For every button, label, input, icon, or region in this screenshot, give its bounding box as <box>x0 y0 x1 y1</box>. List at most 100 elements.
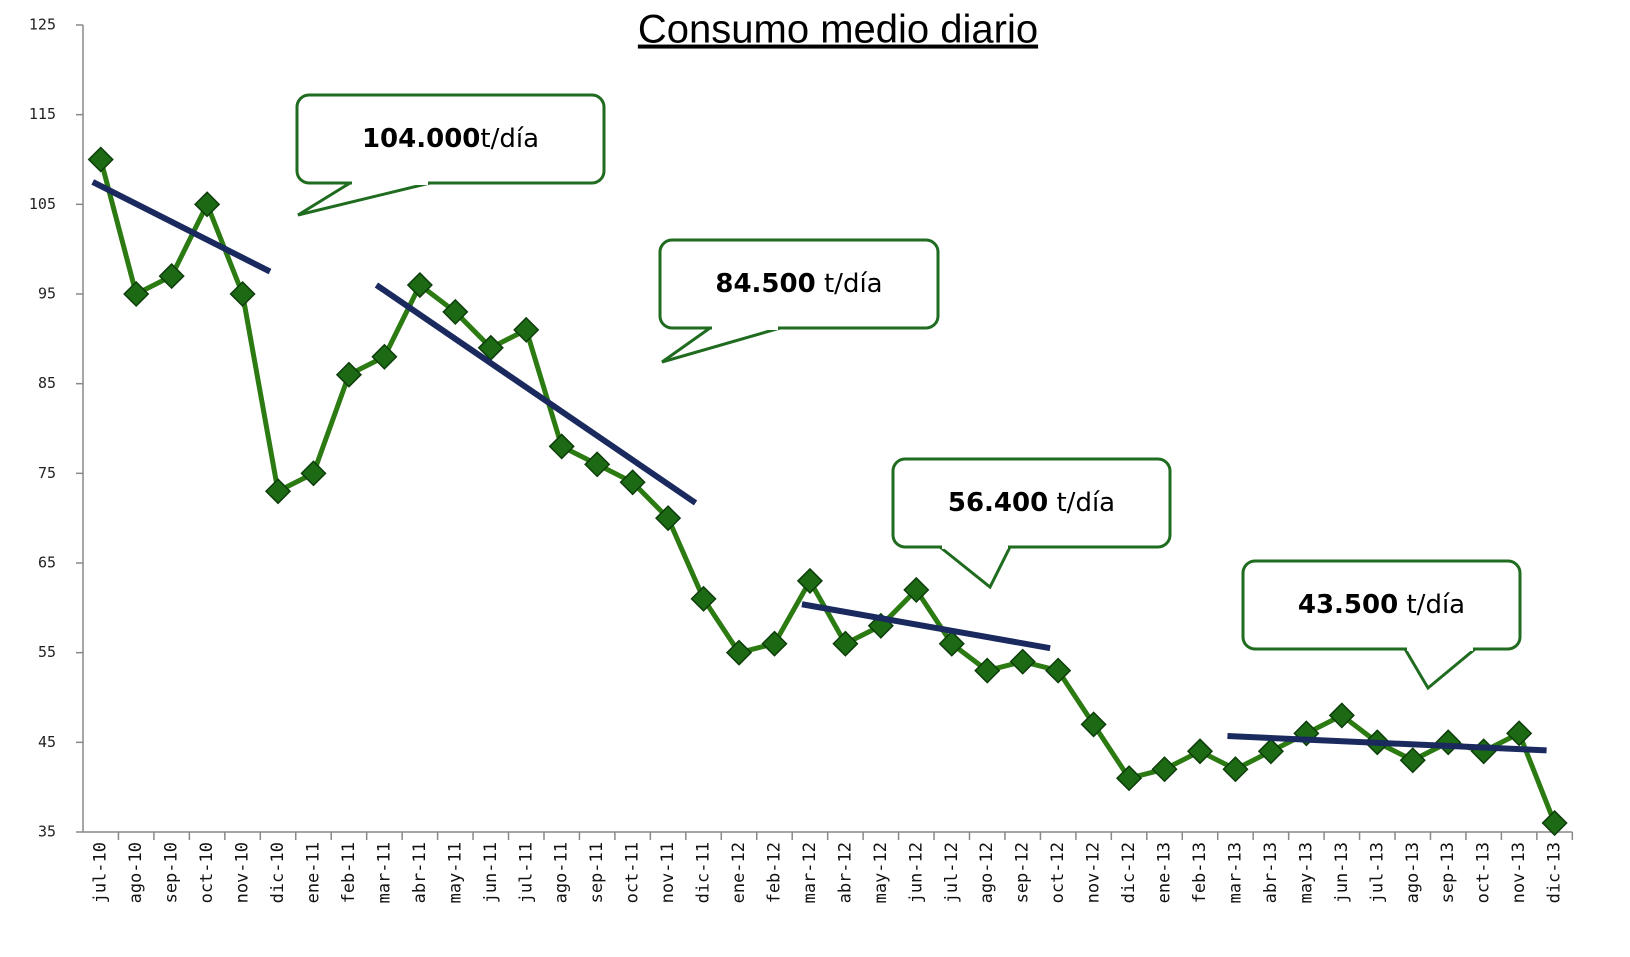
data-point <box>264 478 292 505</box>
x-tick-label: jul-12 <box>942 842 962 903</box>
x-tick-label: may-13 <box>1296 842 1316 903</box>
x-tick-label: sep-10 <box>162 842 182 903</box>
x-tick-label: sep-13 <box>1438 842 1458 903</box>
y-tick-label: 65 <box>38 554 56 572</box>
callout-unit: t/día <box>1398 590 1465 620</box>
data-point <box>1045 657 1072 684</box>
callout-value: 84.500 <box>715 269 815 299</box>
x-tick-label: mar-12 <box>800 842 820 903</box>
x-tick-label: ene-13 <box>1155 842 1175 903</box>
data-point <box>87 146 114 173</box>
data-point <box>1080 711 1107 738</box>
data-point <box>406 271 433 299</box>
data-point <box>513 316 540 343</box>
x-tick-label: jul-11 <box>516 842 536 903</box>
data-point <box>1435 729 1462 756</box>
trend-line <box>1227 733 1547 754</box>
callout-tail <box>297 181 431 217</box>
callout-text: 84.500 t/día <box>715 269 882 299</box>
data-point <box>832 630 859 657</box>
x-tick-label: sep-12 <box>1013 842 1033 903</box>
x-tick-label: may-12 <box>871 842 891 903</box>
x-tick-label: mar-13 <box>1225 842 1245 903</box>
x-tick-label: ene-12 <box>729 842 749 903</box>
callout-box <box>658 238 940 330</box>
x-tick-label: oct-10 <box>197 842 217 903</box>
x-tick-label: jul-10 <box>91 842 111 903</box>
y-tick-label: 75 <box>38 464 56 482</box>
data-point <box>796 567 823 594</box>
x-tick-label: jun-11 <box>481 842 501 903</box>
data-point <box>194 191 221 218</box>
x-tick-label: mar-11 <box>374 842 394 903</box>
data-point <box>619 469 646 496</box>
x-tick-label: nov-12 <box>1084 842 1104 903</box>
x-tick-label: nov-13 <box>1509 842 1529 903</box>
x-tick-label: abr-11 <box>410 842 430 903</box>
callout-text: 56.400 t/día <box>948 488 1115 518</box>
x-tick-label: ago-12 <box>977 842 997 903</box>
chart-title: Consumo medio diario <box>638 8 1038 52</box>
y-tick-label: 55 <box>38 643 56 661</box>
data-point <box>1009 648 1036 675</box>
x-tick-label: ene-11 <box>303 842 323 903</box>
data-point <box>903 576 930 603</box>
callout-value: 43.500 <box>1298 590 1398 620</box>
x-tick-label: jul-13 <box>1367 842 1387 903</box>
callout-text: 104.000t/día <box>362 124 539 154</box>
data-point <box>1186 738 1214 765</box>
callout-box <box>295 93 606 185</box>
callout-unit: t/día <box>816 269 883 299</box>
data-point <box>1151 756 1178 783</box>
x-tick-label: dic-13 <box>1545 842 1565 903</box>
callout: 104.000t/día <box>295 93 606 217</box>
callout-tail <box>935 545 1013 590</box>
callout: 84.500 t/día <box>658 238 940 364</box>
x-tick-label: ago-10 <box>126 842 146 903</box>
x-tick-label: oct-12 <box>1048 842 1068 903</box>
x-tick-label: jun-13 <box>1332 842 1352 903</box>
data-point <box>725 639 753 666</box>
callout-text: 43.500 t/día <box>1298 590 1465 620</box>
callout-unit: t/día <box>480 124 539 154</box>
data-point <box>655 505 682 532</box>
callout-tail <box>661 326 781 364</box>
y-tick-label: 115 <box>29 105 56 123</box>
data-point <box>442 298 469 325</box>
data-point <box>938 630 965 657</box>
callout-box <box>1241 559 1522 651</box>
data-point <box>1470 738 1497 765</box>
x-tick-label: nov-11 <box>658 842 678 903</box>
data-point <box>1399 747 1426 774</box>
x-tick-label: dic-12 <box>1119 842 1139 903</box>
y-tick-label: 45 <box>38 733 56 751</box>
callout-tail <box>1402 647 1480 691</box>
y-tick-label: 95 <box>38 285 56 303</box>
y-tick-label: 125 <box>29 16 56 34</box>
data-point <box>1222 756 1249 783</box>
trend-line <box>801 601 1051 652</box>
x-tick-label: ago-11 <box>552 842 572 903</box>
x-tick-label: dic-11 <box>694 842 714 903</box>
x-tick-label: feb-12 <box>764 842 784 903</box>
callout-box <box>891 457 1172 549</box>
data-point <box>1506 720 1533 747</box>
data-point <box>1116 765 1143 792</box>
trend-line <box>91 179 272 275</box>
callout: 56.400 t/día <box>891 457 1172 590</box>
y-tick-label: 35 <box>38 823 56 841</box>
data-point <box>123 280 150 308</box>
x-tick-label: oct-11 <box>623 842 643 903</box>
data-point <box>300 460 327 487</box>
x-tick-label: abr-12 <box>835 842 855 903</box>
x-tick-label: nov-10 <box>233 842 253 903</box>
trend-line <box>374 282 698 506</box>
x-tick-label: jun-12 <box>906 842 926 903</box>
data-point <box>1257 738 1284 765</box>
x-tick-label: ago-13 <box>1403 842 1423 903</box>
x-tick-label: may-11 <box>445 842 465 903</box>
callout-value: 56.400 <box>948 488 1048 518</box>
x-tick-label: oct-13 <box>1474 842 1494 903</box>
data-point <box>158 263 185 290</box>
